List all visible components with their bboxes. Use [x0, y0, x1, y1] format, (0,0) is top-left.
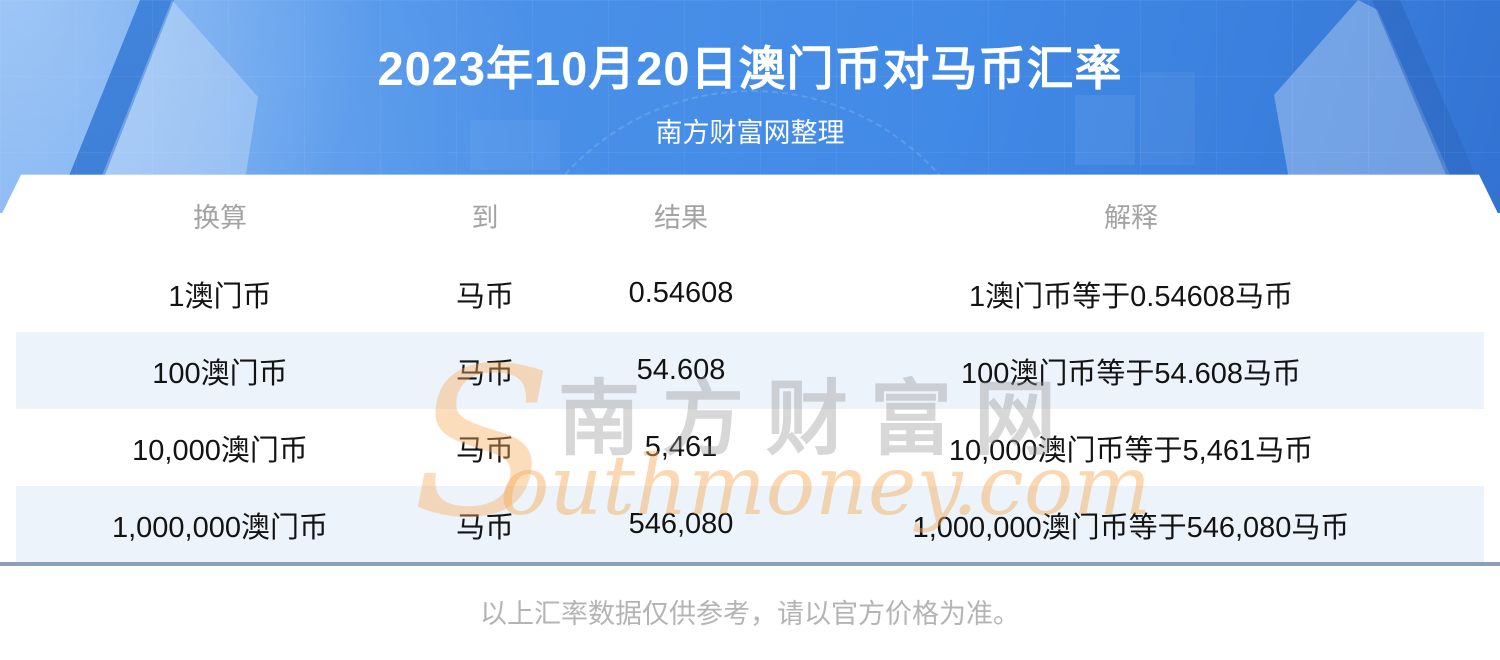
- bar-chart-motif: [470, 120, 560, 170]
- convert-cell: 1澳门币: [168, 280, 272, 313]
- table-row: 100澳门币 马币 54.608 100澳门币等于54.608马币: [16, 332, 1484, 409]
- table-row: 1澳门币 马币 0.54608 1澳门币等于0.54608马币: [16, 255, 1484, 332]
- table-row: 1,000,000澳门币 马币 546,080 1,000,000澳门币等于54…: [16, 486, 1484, 563]
- to-cell: 马币: [455, 280, 514, 313]
- explain-cell: 1澳门币等于0.54608马币: [969, 280, 1293, 313]
- page-title: 2023年10月20日澳门币对马币汇率: [377, 42, 1123, 95]
- to-cell: 马币: [455, 511, 514, 544]
- explain-cell: 1,000,000澳门币等于546,080马币: [912, 511, 1350, 544]
- to-cell: 马币: [455, 434, 514, 467]
- disclaimer-note: 以上汇率数据仅供参考，请以官方价格为准。: [480, 599, 1020, 629]
- result-cell: 5,461: [644, 431, 718, 463]
- result-cell: 0.54608: [628, 277, 734, 309]
- result-cell: 54.608: [636, 354, 726, 386]
- convert-cell: 100澳门币: [152, 357, 288, 390]
- result-cell: 546,080: [628, 508, 734, 540]
- to-cell: 马币: [455, 357, 514, 390]
- bottom-divider-line: [0, 562, 1500, 566]
- bar-chart-motif: [1075, 95, 1135, 165]
- table-row: 10,000澳门币 马币 5,461 10,000澳门币等于5,461马币: [16, 409, 1484, 486]
- column-header-explain: 解释: [1104, 202, 1158, 233]
- convert-cell: 1,000,000澳门币: [111, 511, 328, 544]
- convert-cell: 10,000澳门币: [132, 434, 308, 467]
- column-header-to: 到: [471, 202, 499, 233]
- column-header-convert: 换算: [193, 202, 247, 233]
- table-header-row: 换算 到 结果 解释: [16, 175, 1484, 255]
- explain-cell: 100澳门币等于54.608马币: [960, 357, 1302, 390]
- bar-chart-motif: [1140, 72, 1195, 165]
- exchange-rate-table-card: 换算 到 结果 解释 1澳门币 马币 0.54608 1澳门币等于0.54608…: [16, 175, 1484, 564]
- page-subtitle: 南方财富网整理: [655, 118, 845, 148]
- column-header-result: 结果: [654, 202, 708, 233]
- explain-cell: 10,000澳门币等于5,461马币: [948, 434, 1314, 467]
